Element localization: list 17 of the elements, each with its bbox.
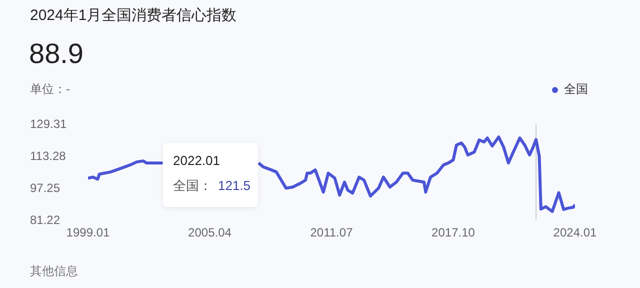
- x-tick-label: 2005.04: [188, 226, 232, 240]
- chart-title: 2024年1月全国消费者信心指数: [30, 6, 237, 25]
- x-tick-label: 2024.01: [553, 226, 598, 240]
- y-tick-label: 81.22: [30, 213, 60, 227]
- y-tick-label: 113.28: [30, 149, 66, 163]
- y-tick-label: 129.31: [30, 117, 68, 131]
- legend-label: 全国: [563, 81, 588, 98]
- x-tick-label: 2017.10: [432, 226, 476, 240]
- text: 其他信息: [30, 263, 78, 280]
- text: 单位：-: [30, 81, 70, 98]
- text: 88.9: [29, 38, 84, 70]
- annotation: 2022.01: [173, 153, 220, 168]
- y-tick-label: 97.25: [30, 181, 60, 195]
- x-tick-label: 1999.01: [66, 226, 110, 240]
- annotation: 121.5: [218, 178, 251, 193]
- annotation: 全国：: [173, 178, 212, 193]
- x-tick-label: 2011.07: [310, 226, 354, 240]
